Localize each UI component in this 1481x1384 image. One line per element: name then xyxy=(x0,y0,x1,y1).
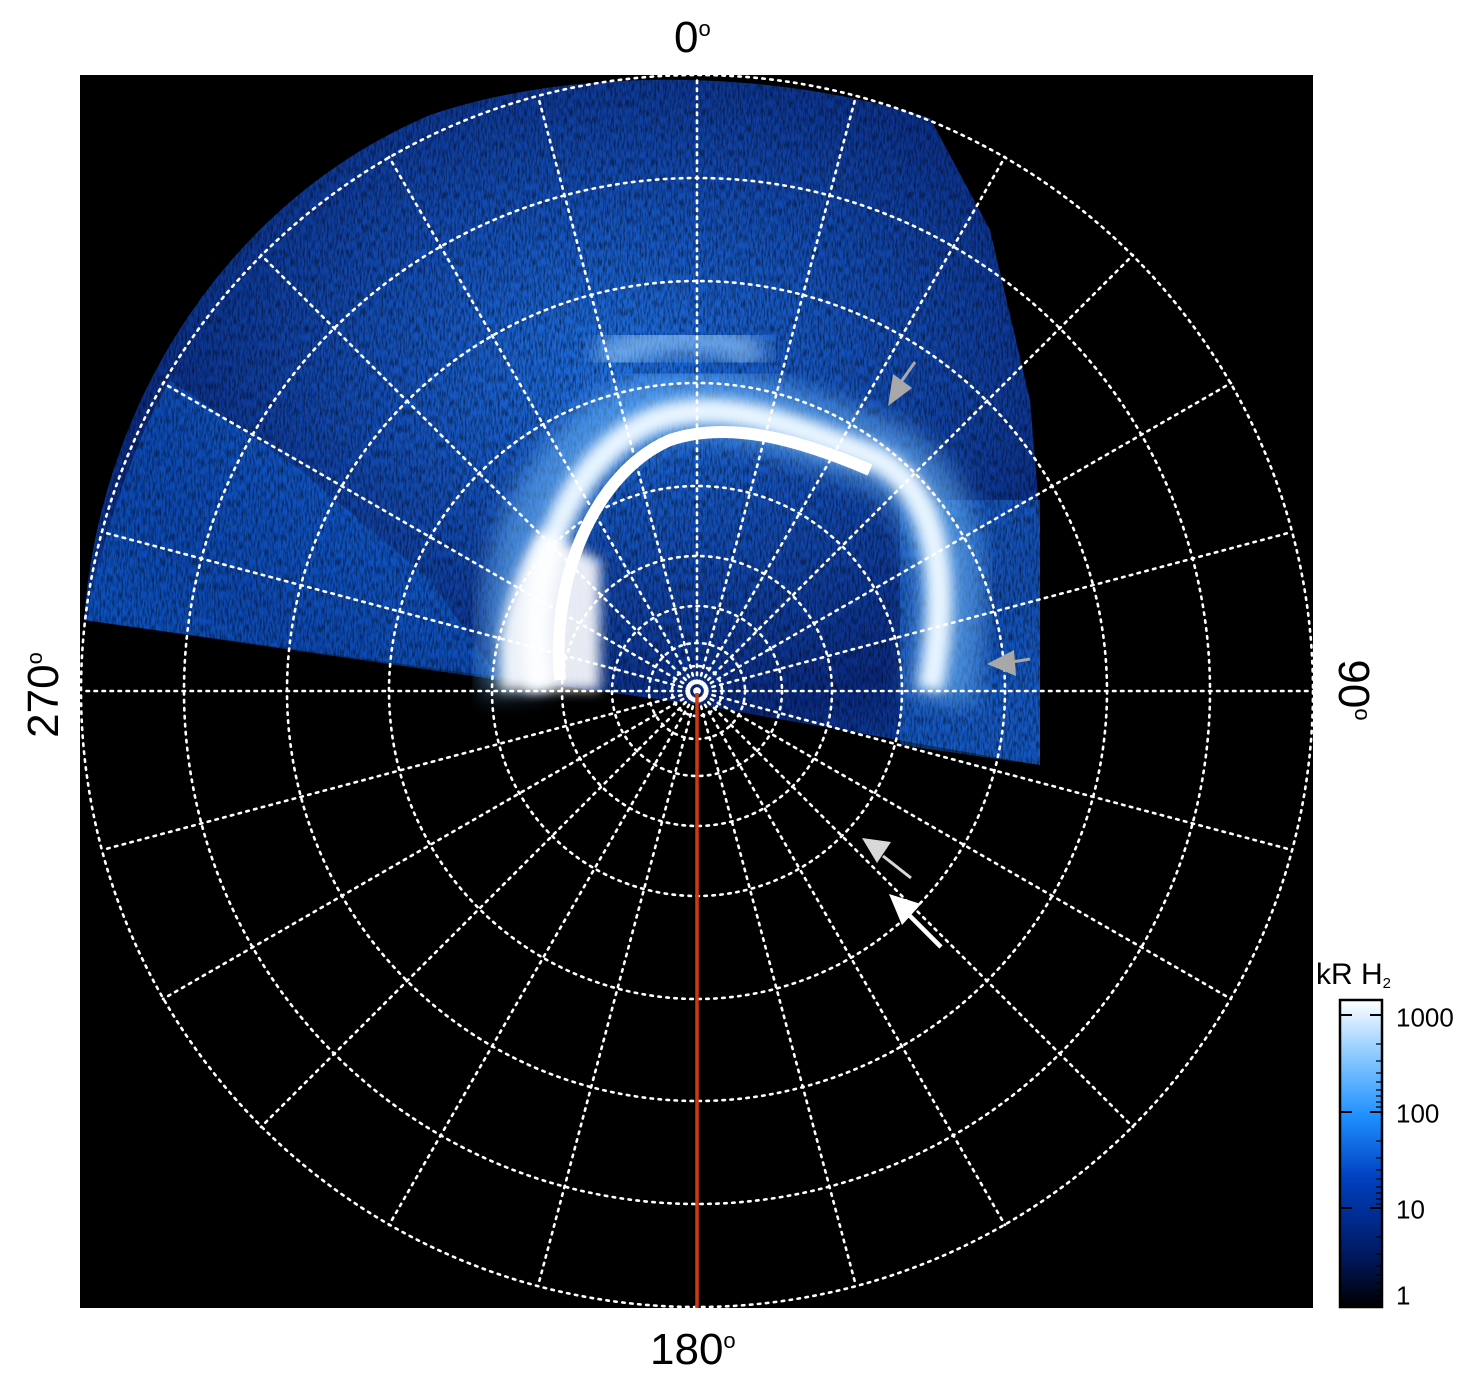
label-right-value: 90 xyxy=(1329,659,1378,709)
label-0-degrees: 0o xyxy=(674,16,711,60)
label-180-degrees: 180o xyxy=(650,1328,736,1372)
label-270-degrees: 270o xyxy=(19,652,68,738)
colorbar-tick-1000: 1000 xyxy=(1396,1002,1454,1033)
colorbar-title: kR H2 xyxy=(1316,958,1391,992)
degree-mark: o xyxy=(698,16,711,41)
colorbar xyxy=(1338,998,1384,1309)
degree-mark: o xyxy=(22,652,47,665)
colorbar-tick-100: 100 xyxy=(1396,1098,1440,1129)
arrow-white-lower xyxy=(889,894,943,949)
colorbar-title-subscript: 2 xyxy=(1382,975,1392,992)
longitude-grid xyxy=(80,75,1313,1288)
label-top-value: 0 xyxy=(674,13,699,62)
colorbar-title-main: kR H xyxy=(1316,958,1383,991)
auroral-oval xyxy=(481,322,985,706)
degree-mark: o xyxy=(1350,708,1375,721)
label-bottom-value: 180 xyxy=(650,1325,724,1374)
arrow-gray-right xyxy=(987,650,1031,676)
colorbar-tick-10: 10 xyxy=(1396,1194,1425,1225)
colorbar-tick-1: 1 xyxy=(1396,1280,1411,1311)
arrow-gray-upper xyxy=(888,361,917,406)
label-left-value: 270 xyxy=(19,664,68,738)
degree-mark: o xyxy=(723,1328,736,1353)
arrow-light-lower xyxy=(862,838,912,880)
emission-region xyxy=(84,79,1040,766)
label-90-degrees: 90o xyxy=(1329,659,1378,721)
